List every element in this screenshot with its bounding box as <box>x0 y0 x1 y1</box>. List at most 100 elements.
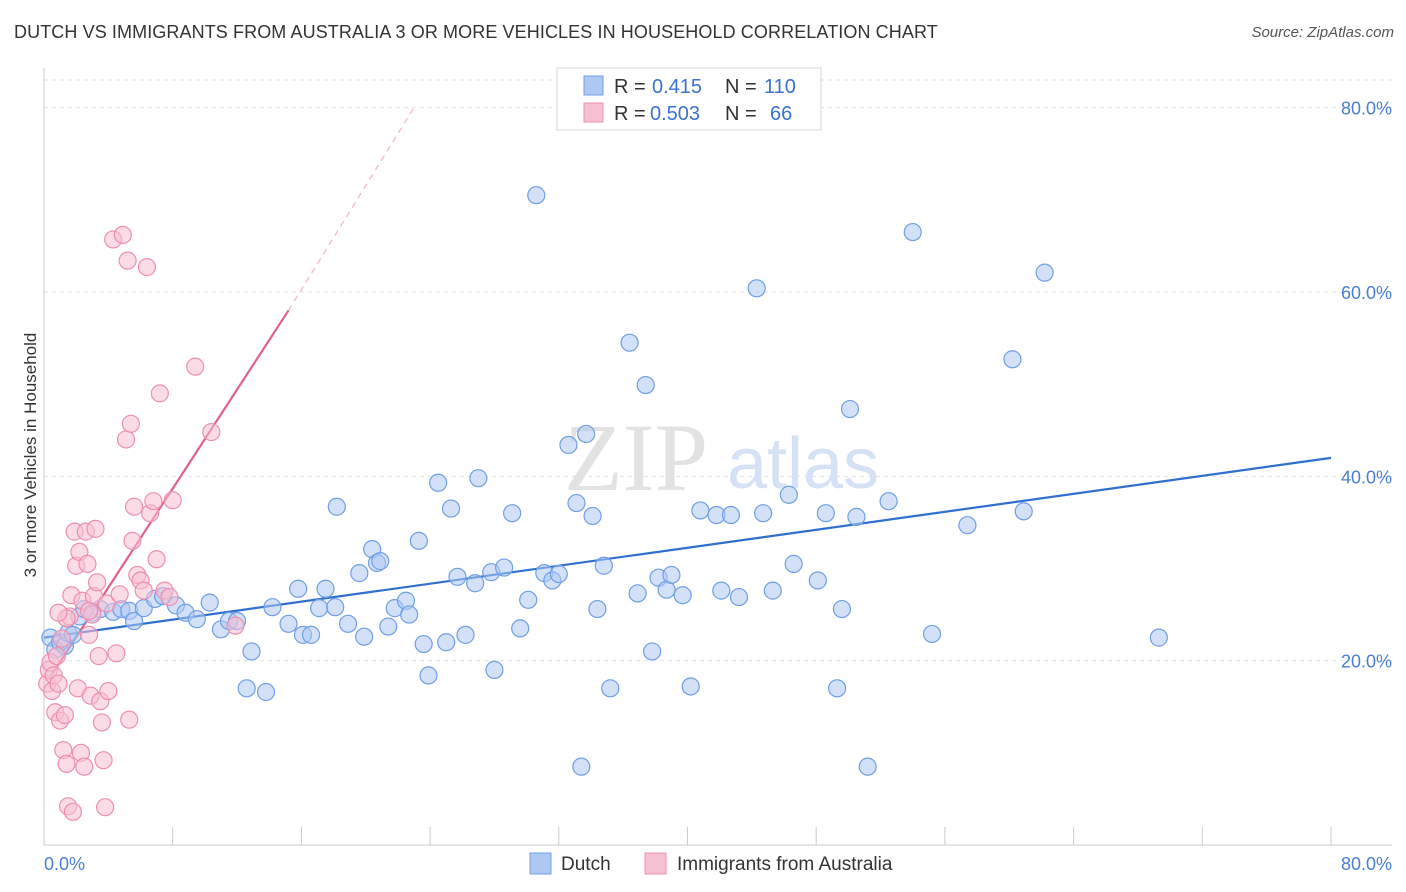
series-legend: Dutch Immigrants from Australia <box>529 852 893 875</box>
point-dutch-76 <box>643 642 662 661</box>
point-australia-40 <box>107 644 126 663</box>
point-dutch-59 <box>511 619 530 638</box>
point-dutch-69 <box>583 506 602 526</box>
point-dutch-25 <box>242 642 261 661</box>
point-dutch-33 <box>316 579 335 598</box>
grid-layer <box>44 79 1392 662</box>
point-australia-64 <box>49 603 68 622</box>
point-australia-26 <box>79 625 99 644</box>
point-dutch-79 <box>662 565 681 585</box>
bottom-legend-swatch-dutch[interactable] <box>529 852 552 875</box>
point-dutch-90 <box>779 485 798 504</box>
point-dutch-70 <box>588 599 607 619</box>
point-australia-59 <box>163 491 182 510</box>
point-dutch-35 <box>327 497 346 516</box>
point-australia-65 <box>79 601 99 620</box>
point-australia-58 <box>160 587 179 607</box>
point-australia-30 <box>86 519 105 538</box>
point-dutch-46 <box>414 634 433 654</box>
source-label: Source: ZipAtlas.com <box>1251 24 1394 41</box>
point-dutch-27 <box>263 598 282 617</box>
point-dutch-73 <box>620 333 639 352</box>
point-dutch-24 <box>237 679 256 698</box>
bottom-legend-label-australia: Immigrants from Australia <box>677 854 893 875</box>
point-dutch-107 <box>371 552 390 571</box>
point-australia-35 <box>94 751 113 770</box>
points-layer <box>38 186 1168 821</box>
point-dutch-87 <box>747 279 766 298</box>
point-dutch-44 <box>400 605 419 624</box>
point-australia-51 <box>134 581 153 600</box>
point-australia-7 <box>49 674 68 693</box>
ticks-layer: 20.0% 40.0% 60.0% 80.0% 0.0% 80.0% <box>44 99 1392 874</box>
point-dutch-86 <box>729 587 749 607</box>
point-australia-36 <box>96 798 115 817</box>
point-australia-45 <box>120 710 139 729</box>
point-dutch-38 <box>355 627 374 646</box>
point-dutch-51 <box>448 567 467 586</box>
point-dutch-36 <box>338 614 358 633</box>
trend-line-dutch <box>43 456 1332 639</box>
legend-r-value-australia: 0.503 <box>650 103 700 125</box>
axes-layer <box>43 68 1392 846</box>
bottom-legend-label-dutch: Dutch <box>561 854 611 875</box>
point-australia-16 <box>63 802 83 821</box>
point-dutch-91 <box>784 554 803 573</box>
point-dutch-61 <box>527 186 546 205</box>
point-australia-60 <box>186 357 205 376</box>
point-dutch-99 <box>879 492 898 511</box>
point-dutch-52 <box>456 625 475 644</box>
point-dutch-20 <box>200 593 219 612</box>
point-dutch-65 <box>559 435 578 455</box>
point-australia-23 <box>75 757 94 776</box>
point-australia-44 <box>118 251 137 270</box>
point-dutch-71 <box>594 556 613 575</box>
x-tick-label-1: 80.0% <box>1341 854 1392 874</box>
point-australia-34 <box>92 713 112 732</box>
point-dutch-29 <box>289 579 308 598</box>
point-australia-54 <box>144 492 163 511</box>
point-dutch-49 <box>437 633 456 652</box>
point-dutch-84 <box>712 581 731 600</box>
point-australia-41 <box>110 585 129 604</box>
point-australia-56 <box>150 384 169 403</box>
legend-swatch-australia <box>583 102 604 123</box>
point-australia-47 <box>123 531 142 550</box>
point-dutch-81 <box>681 677 700 696</box>
point-dutch-85 <box>721 505 741 525</box>
point-dutch-28 <box>279 614 298 633</box>
point-dutch-104 <box>1014 502 1033 521</box>
point-dutch-54 <box>469 469 488 488</box>
stats-legend: R = 0.415 N = 110 R = 0.503 N = 66 <box>556 67 822 131</box>
point-dutch-48 <box>429 473 448 492</box>
point-dutch-94 <box>828 679 847 698</box>
point-dutch-95 <box>832 599 852 619</box>
point-dutch-88 <box>754 504 773 523</box>
point-australia-9 <box>52 629 71 648</box>
point-dutch-101 <box>922 624 942 644</box>
point-dutch-50 <box>441 499 461 518</box>
point-dutch-82 <box>691 501 710 520</box>
legend-r-value-dutch: 0.415 <box>652 76 702 98</box>
point-dutch-41 <box>379 617 398 636</box>
bottom-legend-swatch-australia[interactable] <box>644 852 667 875</box>
point-dutch-32 <box>309 599 329 618</box>
point-australia-38 <box>99 681 118 701</box>
watermark-zip: ZIP <box>564 404 708 511</box>
y-tick-label-1: 40.0% <box>1341 467 1392 487</box>
point-australia-31 <box>87 573 107 592</box>
point-australia-32 <box>89 646 108 666</box>
point-australia-62 <box>226 616 245 635</box>
point-dutch-47 <box>419 666 438 685</box>
point-dutch-72 <box>601 679 620 698</box>
legend-r-label-australia: R = <box>614 103 646 125</box>
legend-r-label-dutch: R = <box>614 76 646 98</box>
point-australia-12 <box>57 754 76 773</box>
point-dutch-92 <box>808 571 827 590</box>
point-dutch-80 <box>673 586 692 605</box>
point-dutch-60 <box>519 590 538 609</box>
point-dutch-66 <box>567 493 586 513</box>
point-dutch-74 <box>628 584 647 603</box>
point-dutch-68 <box>577 424 596 444</box>
